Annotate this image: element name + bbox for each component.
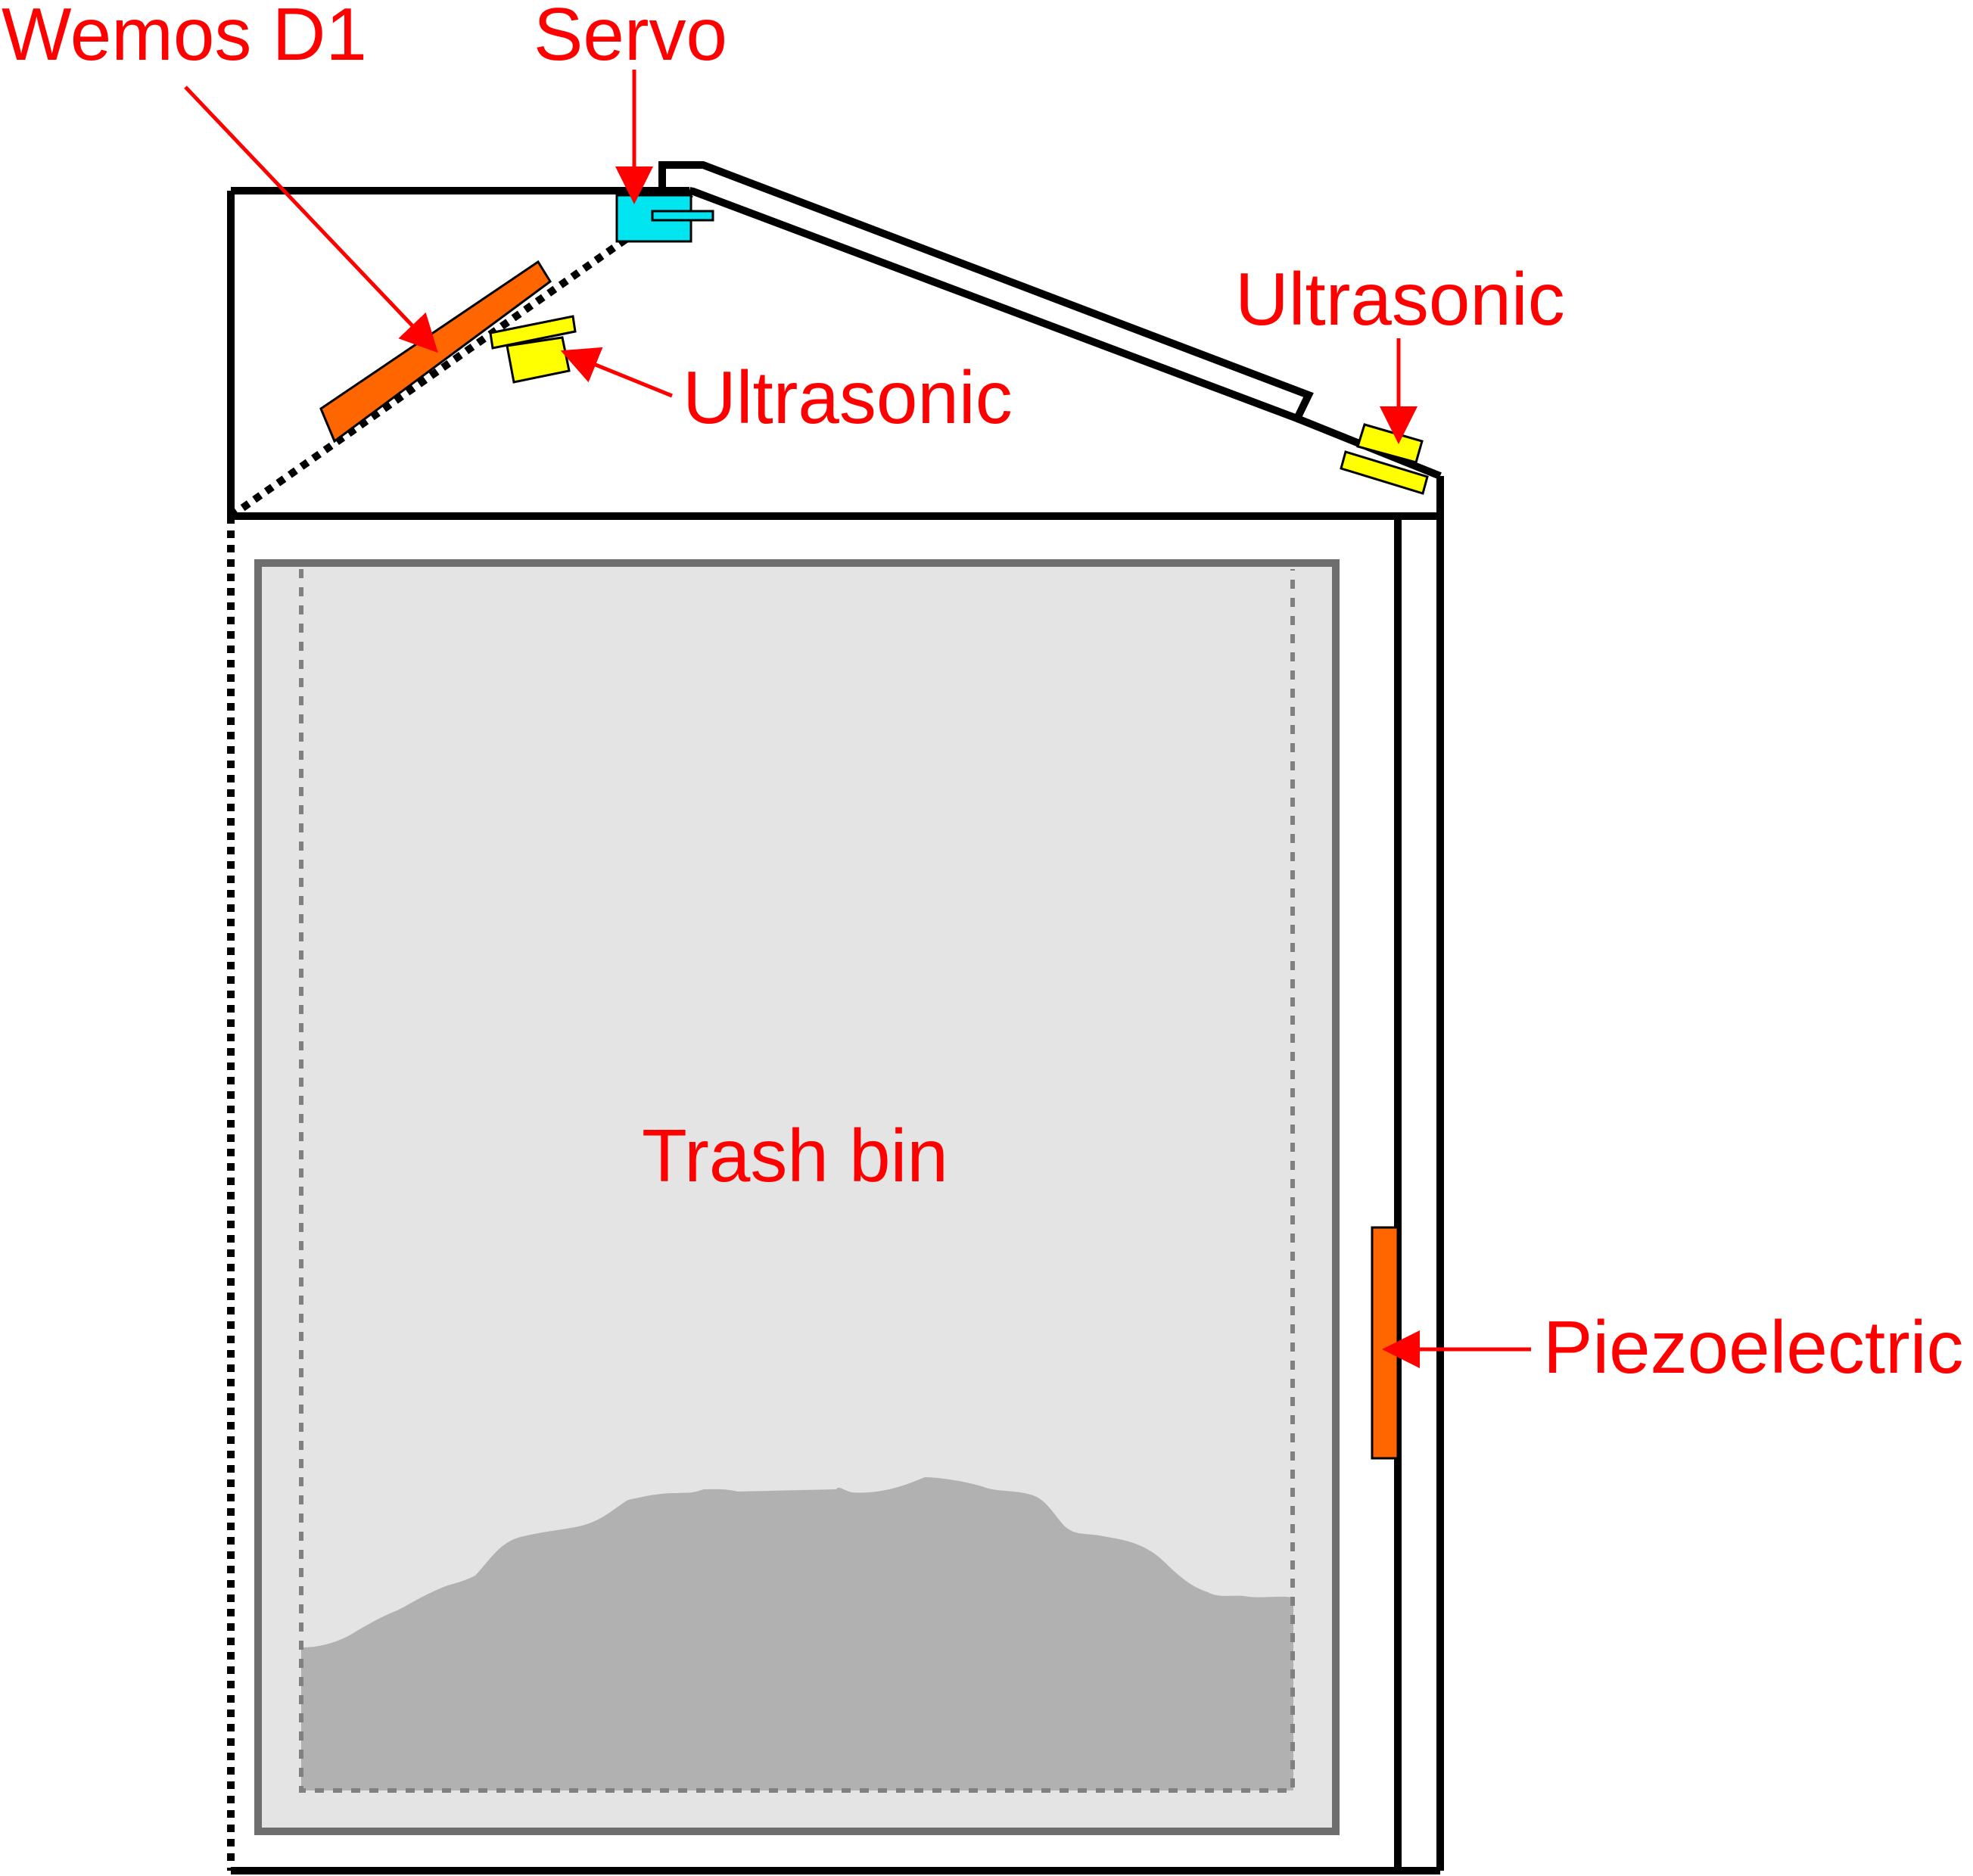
label-ultrasonic-outer: Ultrasonic: [1235, 257, 1565, 341]
label-piezoelectric: Piezoelectric: [1543, 1305, 1964, 1389]
lid-outline: [658, 161, 1314, 424]
label-wemos-d1: Wemos D1: [2, 0, 367, 76]
callout-arrows: [184, 70, 1531, 1368]
trash-pile: [301, 1477, 1293, 1790]
housing: [227, 161, 1444, 1874]
ultrasonic-inner-arrow: [560, 347, 673, 398]
piezoelectric-sensor: [1371, 1226, 1399, 1460]
ultrasonic-sensor-outer: [1340, 423, 1429, 495]
bag-liner: [299, 569, 1295, 1793]
label-trash-bin: Trash bin: [642, 1114, 948, 1197]
wemos-arrow: [184, 86, 438, 353]
opening-flap-edge: [229, 190, 693, 520]
ultrasonic-sensor-inner: [489, 315, 577, 384]
label-servo: Servo: [534, 0, 727, 76]
label-ultrasonic-inner: Ultrasonic: [683, 356, 1013, 439]
servo-motor: [615, 194, 714, 243]
